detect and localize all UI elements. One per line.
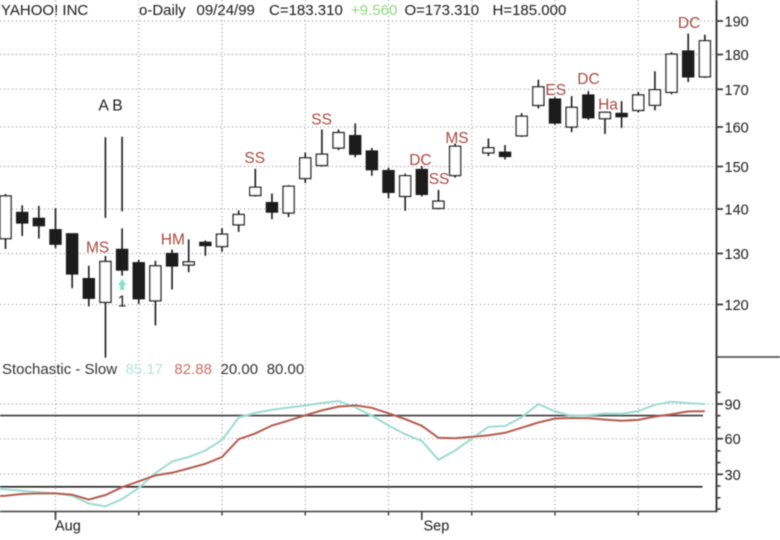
svg-text:150: 150 — [725, 160, 749, 176]
svg-text:120: 120 — [725, 298, 749, 314]
svg-text:C=183.310: C=183.310 — [269, 2, 343, 19]
svg-text:SS: SS — [311, 112, 332, 129]
svg-text:130: 130 — [725, 247, 749, 263]
svg-text:MS: MS — [445, 130, 468, 147]
svg-text:A B: A B — [99, 97, 123, 114]
svg-text:o-Daily: o-Daily — [139, 2, 186, 19]
svg-text:H=185.000: H=185.000 — [493, 2, 567, 19]
svg-text:YAHOO! INC: YAHOO! INC — [1, 2, 88, 19]
svg-text:1: 1 — [118, 294, 127, 311]
svg-text:SS: SS — [429, 171, 450, 188]
svg-text:DC: DC — [577, 71, 599, 88]
svg-text:180: 180 — [725, 48, 749, 64]
svg-text:Stochastic - Slow: Stochastic - Slow — [2, 361, 117, 378]
svg-text:09/24/99: 09/24/99 — [197, 2, 255, 19]
svg-text:DC: DC — [678, 15, 700, 32]
svg-text:Aug: Aug — [55, 519, 81, 535]
svg-text:Ha: Ha — [598, 97, 618, 114]
svg-text:DC: DC — [409, 152, 431, 169]
svg-text:20.00: 20.00 — [221, 361, 259, 378]
svg-text:30: 30 — [725, 468, 741, 484]
svg-text:Sep: Sep — [424, 519, 450, 535]
svg-text:MS: MS — [86, 240, 109, 257]
svg-text:60: 60 — [725, 432, 741, 448]
svg-text:O=173.310: O=173.310 — [405, 2, 480, 19]
svg-text:160: 160 — [725, 121, 749, 137]
svg-text:85.17: 85.17 — [126, 361, 164, 378]
svg-text:190: 190 — [725, 15, 749, 31]
svg-text:HM: HM — [161, 232, 185, 249]
svg-text:90: 90 — [725, 398, 741, 414]
svg-text:82.88: 82.88 — [174, 361, 212, 378]
svg-text:ES: ES — [545, 82, 566, 99]
svg-text:140: 140 — [725, 203, 749, 219]
svg-text:+9.560: +9.560 — [351, 2, 397, 19]
svg-text:170: 170 — [725, 83, 749, 99]
svg-text:80.00: 80.00 — [267, 361, 305, 378]
svg-text:SS: SS — [244, 150, 265, 167]
